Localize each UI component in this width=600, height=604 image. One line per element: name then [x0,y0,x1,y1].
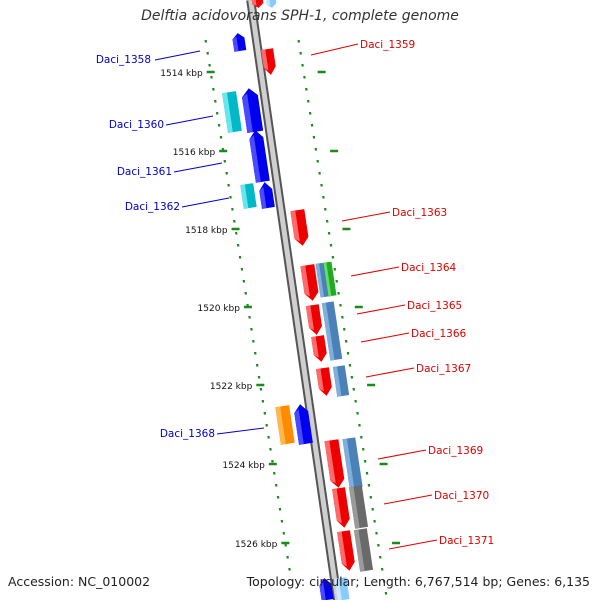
gene-glyph-daci-1366 [311,335,328,363]
tick-label: 1518 kbp [185,226,228,236]
tick-label: 1520 kbp [198,304,241,314]
gene-label: Daci_1364 [401,262,457,274]
gene-label: Daci_1369 [428,445,483,457]
gene-glyph-daci-1363 [290,209,309,247]
gene-glyph-daci-1362 [258,181,275,209]
gene-leader-line [357,305,405,314]
gene-label: Daci_1360 [109,119,164,131]
gene-leader-line [166,116,213,125]
tick-label: 1516 kbp [173,148,216,158]
gene-label: Daci_1358 [96,54,151,66]
gene-glyph-daci-1369 [325,439,346,489]
gene-leader-line [361,333,409,342]
gene-label: Daci_1371 [439,535,494,547]
gene-leader-line [342,212,390,221]
gene-leader-line [389,540,437,549]
gene-leader-line [155,51,200,60]
tick-label: 1526 kbp [235,540,278,550]
gene-glyph-daci-1365 [306,304,323,336]
gene-label: Daci_1368 [160,428,215,440]
gene-glyph-daci-1367 [316,367,333,397]
gene-leader-line [351,267,399,276]
gene-label: Daci_1362 [125,201,180,213]
topology-text: Topology: circular; Length: 6,767,514 bp… [247,574,590,589]
gene-glyph-daci-1367b [333,365,349,396]
gene-leader-line [174,163,222,172]
gene-glyph-daci-1370b [349,485,368,528]
gene-label: Daci_1366 [411,328,467,340]
gene-leader-line [217,428,264,434]
gene-leader-line [384,495,432,504]
gene-glyph-daci-1371b [354,528,373,571]
gene-label: Daci_1363 [392,207,447,219]
tick-label: 1522 kbp [210,382,253,392]
tick-label: 1524 kbp [222,461,265,471]
gene-leader-line [366,368,414,377]
gene-glyph-daci-1368a [275,405,294,445]
gene-glyph-daci-1358 [232,32,247,52]
gene-leader-line [182,198,229,207]
gene-glyph-daci-1369b [342,437,362,488]
gene-leader-line [378,450,426,459]
gene-label: Daci_1359 [360,39,415,51]
gene-label: Daci_1365 [407,300,462,312]
gene-leader-line [311,44,358,55]
gene-glyph-daci-1360a [222,91,242,133]
gene-label: Daci_1367 [416,363,471,375]
gene-glyph-daci-1371 [337,530,356,571]
gene-label: Daci_1370 [434,490,489,502]
tick-label: 1514 kbp [160,69,203,79]
gene-label: Daci_1361 [117,166,172,178]
accession-text: Accession: NC_010002 [8,574,150,589]
backbone [251,0,338,600]
gene-glyph-daci-1362a [240,183,256,209]
gene-glyph-daci-1370 [332,487,351,528]
map-title: Delftia acidovorans SPH-1, complete geno… [0,8,600,24]
